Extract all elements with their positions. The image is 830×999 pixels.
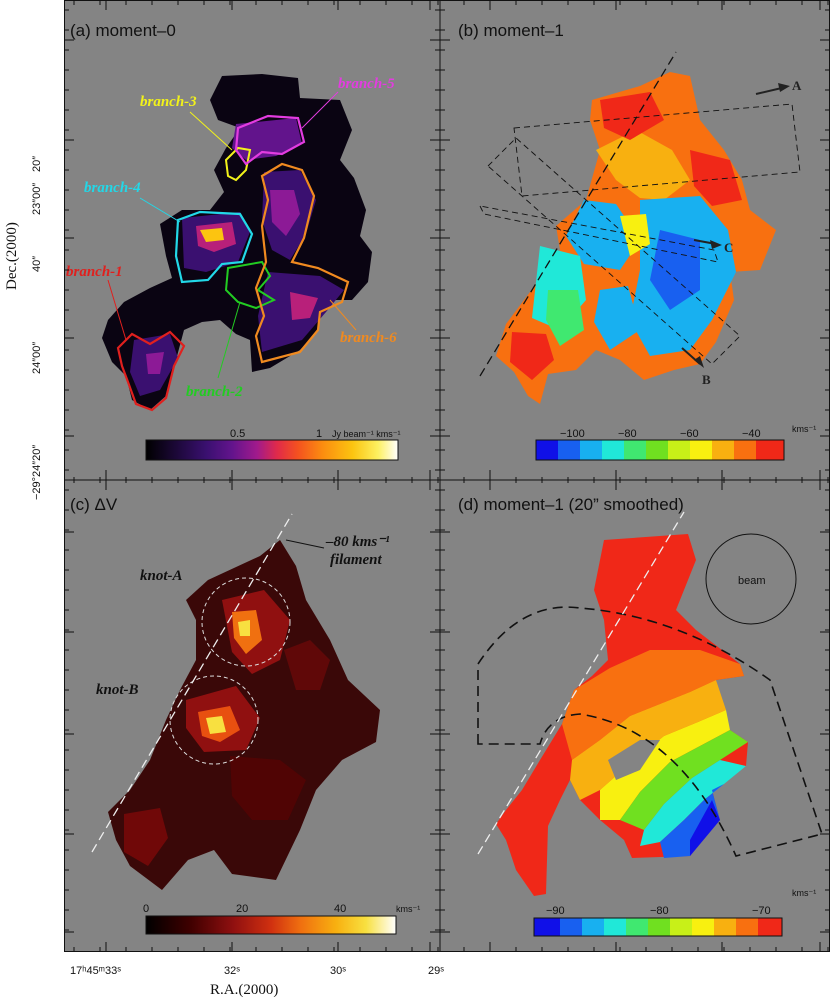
filament-label-line1: –80 kms⁻¹ <box>325 534 390 550</box>
dec-tick-3: 40″ <box>31 256 43 272</box>
cut-label-b: B <box>702 372 711 387</box>
colorbar-a-tick-1: 0.5 <box>230 428 245 440</box>
x-axis-label: R.A.(2000) <box>210 982 278 998</box>
ra-tick-4: 29ˢ <box>428 965 444 977</box>
branch-3-contour <box>224 146 252 182</box>
beam-label: beam <box>738 575 766 587</box>
knot-b-label: knot-B <box>96 682 139 698</box>
colorbar-b-tick-2: −80 <box>618 428 637 440</box>
colorbar-d-tick-2: −80 <box>650 905 669 917</box>
panel-c-title: (c) ΔV <box>70 495 118 514</box>
filament-label-leader <box>285 539 325 549</box>
axis-ticks <box>64 0 830 952</box>
cut-box-c <box>479 205 719 263</box>
colorbar-c-unit: kms⁻¹ <box>396 904 420 914</box>
beam-circle <box>705 533 797 625</box>
knot-a-circle <box>201 577 291 667</box>
branch-1-label: branch-1 <box>66 264 123 280</box>
y-axis-label: Dec.(2000) <box>4 222 20 290</box>
dec-tick-2: 20″ <box>31 156 43 172</box>
ra-tick-3: 30ˢ <box>330 965 346 977</box>
colorbar-b-tick-3: −60 <box>680 428 699 440</box>
branch-4-contour <box>174 210 254 284</box>
dec-tick-5: −29°24″20″ <box>31 445 43 500</box>
colorbar-d-tick-3: −70 <box>752 905 771 917</box>
branch-5-contour <box>234 114 306 166</box>
filament-axis-d <box>477 511 685 855</box>
panel-a-map <box>102 74 372 410</box>
colorbar-a-tick-2: 1 <box>316 428 322 440</box>
panel-b-map <box>496 72 776 404</box>
panel-a-title: (a) moment–0 <box>70 21 176 40</box>
panel-d-cut-region <box>477 606 824 857</box>
cut-label-c: C <box>724 240 733 255</box>
knot-a-label: knot-A <box>140 568 183 584</box>
panel-c-map <box>108 540 380 890</box>
dec-tick-4: 24″00″ <box>31 342 43 374</box>
colorbar-a <box>145 439 399 461</box>
panel-d-title: (d) moment–1 (20” smoothed) <box>458 495 684 514</box>
colorbar-c <box>145 915 397 935</box>
colorbar-b-tick-4: −40 <box>742 428 761 440</box>
colorbar-c-tick-2: 20 <box>236 903 248 915</box>
filament-label-line2: filament <box>330 552 382 568</box>
branch-6-label: branch-6 <box>340 330 397 346</box>
branch-4-label: branch-4 <box>84 180 141 196</box>
branch-2-label: branch-2 <box>186 384 243 400</box>
filament-axis-b <box>479 51 677 377</box>
cut-label-a: A <box>792 78 802 93</box>
colorbar-d-unit: kms⁻¹ <box>792 888 816 898</box>
branch-1-contour <box>116 330 186 412</box>
colorbar-c-tick-3: 40 <box>334 903 346 915</box>
colorbar-b-tick-1: −100 <box>560 428 585 440</box>
colorbar-c-tick-1: 0 <box>143 903 149 915</box>
filament-axis-c <box>91 513 293 853</box>
colorbar-b <box>535 439 785 461</box>
branch-5-label: branch-5 <box>338 76 395 92</box>
branch-3-label: branch-3 <box>140 94 197 110</box>
panel-b-title: (b) moment–1 <box>458 21 564 40</box>
colorbar-a-unit: Jy beam⁻¹ kms⁻¹ <box>332 429 401 439</box>
ra-tick-1: 17ʰ45ᵐ33ˢ <box>70 965 121 977</box>
colorbar-d-tick-1: −90 <box>546 905 565 917</box>
colorbar-b-unit: kms⁻¹ <box>792 424 816 434</box>
knot-b-circle <box>169 675 259 765</box>
branch-6-contour <box>254 162 350 364</box>
dec-tick-1: 23″00″ <box>31 183 43 215</box>
colorbar-d <box>533 917 783 937</box>
ra-tick-2: 32ˢ <box>224 965 240 977</box>
